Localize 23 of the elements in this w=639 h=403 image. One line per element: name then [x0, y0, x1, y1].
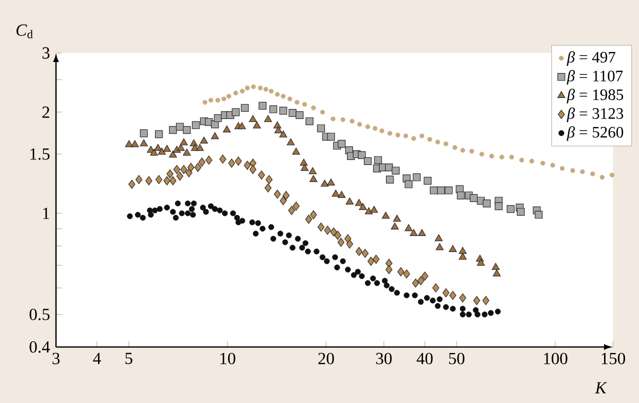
y-tick-label: 1	[43, 208, 50, 219]
y-tick-label: 3	[42, 47, 50, 59]
x-tick-label: 30	[376, 352, 392, 364]
x-tick-label: 3	[52, 352, 60, 364]
y-tick-label: 0.5	[30, 308, 50, 320]
x-tick-label: 5	[125, 352, 132, 364]
legend-label: β = 1107	[566, 70, 623, 85]
y-axis-title: C$_{d}$	[16, 24, 33, 38]
x-tick-label: 50	[449, 352, 464, 364]
x-tick-label: 100	[544, 352, 568, 364]
x-tick-label: 4	[93, 352, 101, 364]
x-axis-title: K	[594, 382, 608, 394]
x-tick-label: 20	[318, 352, 334, 364]
x-tick-label: 10	[220, 352, 236, 364]
y-tick-label: 1.5	[30, 148, 50, 160]
x-tick-label: 150	[602, 352, 626, 364]
x-tick-label: 40	[416, 352, 433, 364]
y-tick-label: 2	[42, 106, 50, 118]
legend-label: β = 1985	[566, 88, 624, 104]
legend-label: β = 5260	[566, 126, 624, 141]
legend-label: β = 3123	[566, 108, 624, 122]
legend-label: β = 497	[566, 51, 616, 66]
y-tick-label: 0.4	[30, 341, 50, 353]
